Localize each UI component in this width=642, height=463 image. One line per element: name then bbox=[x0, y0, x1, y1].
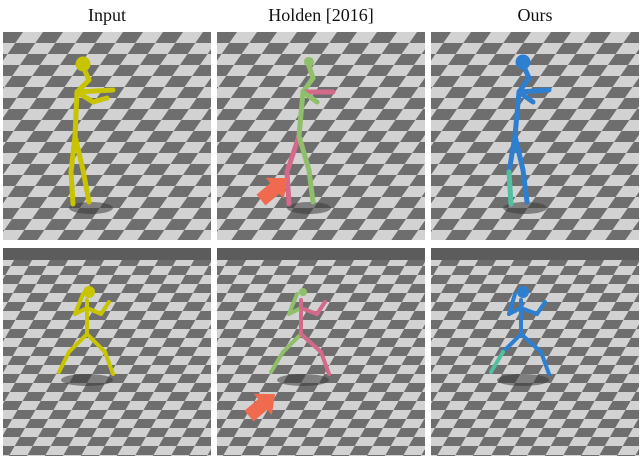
render-row1-holden bbox=[217, 32, 425, 240]
panel-row2-holden bbox=[217, 248, 425, 456]
panel-row1-holden bbox=[217, 32, 425, 240]
render-row1-input bbox=[3, 32, 211, 240]
column-title-input: Input bbox=[3, 0, 211, 30]
panel-row2-ours bbox=[431, 248, 639, 456]
panel-row2-input bbox=[3, 248, 211, 456]
render-row2-input bbox=[3, 248, 211, 456]
panel-row1-input bbox=[3, 32, 211, 240]
panel-row1-ours bbox=[431, 32, 639, 240]
render-row2-ours bbox=[431, 248, 639, 456]
column-title-ours: Ours bbox=[431, 0, 639, 30]
render-row2-holden bbox=[217, 248, 425, 456]
render-row1-ours bbox=[431, 32, 639, 240]
column-title-holden: Holden [2016] bbox=[217, 0, 425, 30]
